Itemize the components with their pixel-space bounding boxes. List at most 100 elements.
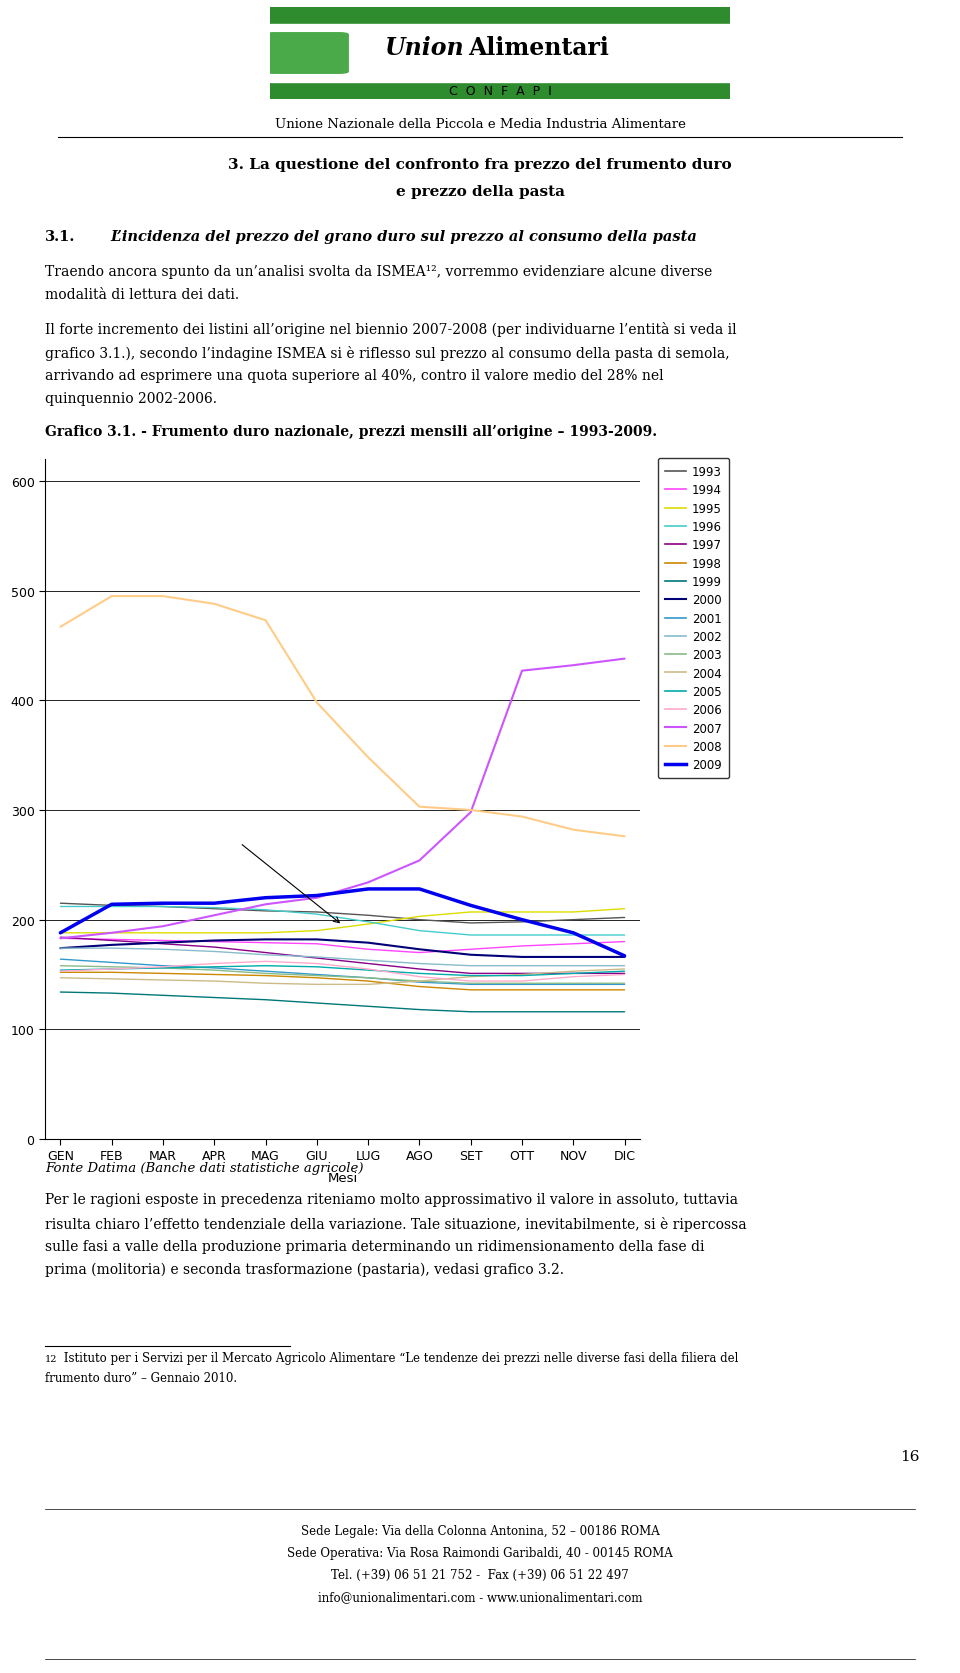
2004 <box>260 974 272 994</box>
2001 <box>619 975 631 995</box>
Line: 2004: 2004 <box>60 969 625 985</box>
Line: 1995: 1995 <box>60 908 625 934</box>
2009 <box>311 887 323 907</box>
1993 <box>106 895 117 915</box>
1994 <box>567 934 579 954</box>
2006 <box>465 972 476 992</box>
1995 <box>414 907 425 927</box>
1996 <box>516 925 528 945</box>
2002 <box>465 955 476 975</box>
1998 <box>55 962 66 982</box>
1999 <box>516 1002 528 1022</box>
Text: 3. La questione del confronto fra prezzo del frumento duro: 3. La questione del confronto fra prezzo… <box>228 157 732 172</box>
1997 <box>106 930 117 950</box>
2003 <box>55 955 66 975</box>
2004 <box>465 967 476 987</box>
1997 <box>260 944 272 964</box>
2001 <box>362 969 373 989</box>
2009 <box>55 923 66 944</box>
1996 <box>362 912 373 932</box>
2006 <box>619 965 631 985</box>
1998 <box>208 965 220 985</box>
1993 <box>55 893 66 913</box>
Text: Sede Operativa: Via Rosa Raimondi Garibaldi, 40 - 00145 ROMA: Sede Operativa: Via Rosa Raimondi Gariba… <box>287 1546 673 1559</box>
1996 <box>619 925 631 945</box>
2000 <box>567 947 579 967</box>
2006 <box>208 954 220 974</box>
1996 <box>106 897 117 917</box>
2007 <box>362 873 373 893</box>
2008 <box>619 826 631 847</box>
2008 <box>414 796 425 816</box>
1999 <box>362 997 373 1017</box>
2007 <box>619 649 631 669</box>
2000 <box>414 940 425 960</box>
2000 <box>362 934 373 954</box>
1994 <box>55 929 66 949</box>
Text: 16: 16 <box>900 1449 920 1464</box>
1994 <box>311 934 323 954</box>
1994 <box>260 934 272 954</box>
Line: 2005: 2005 <box>60 965 625 975</box>
1999 <box>414 1000 425 1021</box>
2003 <box>516 974 528 994</box>
2000 <box>311 930 323 950</box>
1996 <box>260 900 272 920</box>
1993 <box>465 913 476 934</box>
Text: modalità di lettura dei dati.: modalità di lettura dei dati. <box>45 288 239 301</box>
1998 <box>106 962 117 982</box>
Line: 2001: 2001 <box>60 960 625 985</box>
Text: C  O  N  F  A  P  I: C O N F A P I <box>448 85 551 99</box>
2004 <box>106 969 117 989</box>
2005 <box>311 957 323 977</box>
2004 <box>208 972 220 992</box>
Line: 1993: 1993 <box>60 903 625 923</box>
2007 <box>55 929 66 949</box>
2005 <box>516 965 528 985</box>
2008 <box>362 748 373 768</box>
2007 <box>157 917 169 937</box>
2001 <box>465 975 476 995</box>
2008 <box>208 594 220 614</box>
2007 <box>414 852 425 872</box>
1994 <box>157 930 169 950</box>
2004 <box>157 970 169 990</box>
2008 <box>157 587 169 607</box>
2003 <box>362 969 373 989</box>
Bar <box>270 84 730 100</box>
1998 <box>619 980 631 1000</box>
2009 <box>567 923 579 944</box>
1995 <box>260 923 272 944</box>
2008 <box>106 587 117 607</box>
Bar <box>270 8 730 25</box>
Text: Traendo ancora spunto da un’analisi svolta da ISMEA¹², vorremmo evidenziare alcu: Traendo ancora spunto da un’analisi svol… <box>45 264 712 279</box>
2005 <box>567 964 579 984</box>
Line: 2009: 2009 <box>60 890 625 957</box>
1993 <box>619 908 631 929</box>
Line: 2002: 2002 <box>60 949 625 965</box>
2008 <box>465 800 476 820</box>
2000 <box>516 947 528 967</box>
2005 <box>465 965 476 985</box>
2004 <box>516 965 528 985</box>
1997 <box>157 934 169 954</box>
Text: quinquennio 2002-2006.: quinquennio 2002-2006. <box>45 391 217 407</box>
1997 <box>516 964 528 984</box>
2000 <box>465 945 476 965</box>
2000 <box>55 939 66 959</box>
Text: sulle fasi a valle della produzione primaria determinando un ridimensionamento d: sulle fasi a valle della produzione prim… <box>45 1240 705 1253</box>
1995 <box>55 923 66 944</box>
2002 <box>106 939 117 959</box>
2002 <box>311 947 323 967</box>
Text: Tel. (+39) 06 51 21 752 -  Fax (+39) 06 51 22 497: Tel. (+39) 06 51 21 752 - Fax (+39) 06 5… <box>331 1568 629 1581</box>
1997 <box>55 927 66 947</box>
2002 <box>157 940 169 960</box>
1999 <box>157 985 169 1005</box>
2001 <box>106 954 117 974</box>
2007 <box>516 661 528 681</box>
2007 <box>311 888 323 908</box>
2002 <box>619 955 631 975</box>
Text: Sede Legale: Via della Colonna Antonina, 52 – 00186 ROMA: Sede Legale: Via della Colonna Antonina,… <box>300 1524 660 1537</box>
Text: arrivando ad esprimere una quota superiore al 40%, contro il valore medio del 28: arrivando ad esprimere una quota superio… <box>45 368 663 383</box>
1995 <box>311 922 323 942</box>
